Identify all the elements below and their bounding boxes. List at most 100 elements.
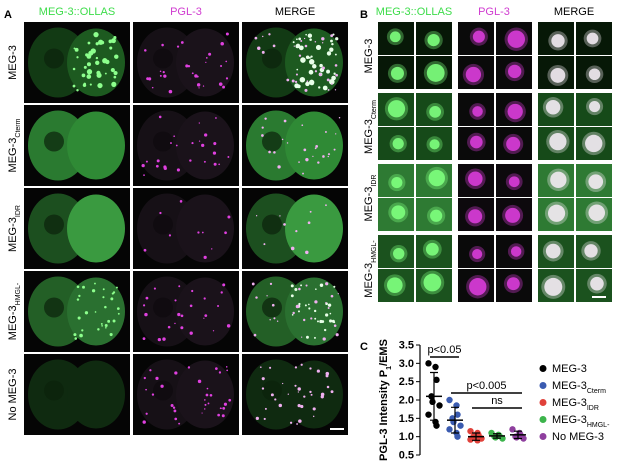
granule	[389, 31, 401, 43]
granule	[97, 82, 103, 89]
granule	[472, 248, 483, 260]
granule	[300, 284, 303, 287]
granule	[305, 335, 309, 339]
granule	[73, 47, 76, 50]
granule	[173, 135, 176, 138]
granule	[96, 72, 102, 78]
granule	[73, 333, 77, 337]
panel-label: A	[4, 9, 12, 21]
granule	[507, 103, 523, 120]
granule	[79, 333, 83, 338]
granule	[319, 283, 324, 287]
granule	[226, 324, 231, 328]
granule	[294, 366, 298, 369]
granule	[84, 311, 89, 315]
granule	[156, 159, 160, 163]
granule	[196, 83, 201, 87]
granule	[333, 285, 336, 288]
granule	[308, 307, 311, 310]
granule	[227, 215, 231, 219]
granule	[143, 248, 147, 252]
granule	[510, 246, 522, 257]
legend-marker	[539, 365, 547, 372]
granule	[78, 294, 81, 298]
granule	[318, 73, 322, 77]
cell-right	[67, 194, 125, 263]
row-label-sub: Cterm	[15, 118, 22, 137]
granule	[189, 331, 193, 335]
cell-right	[285, 194, 343, 263]
data-point	[499, 435, 506, 442]
granule	[313, 309, 317, 313]
granule	[213, 141, 217, 146]
granule	[425, 242, 439, 256]
granule	[426, 63, 445, 82]
granule	[322, 337, 326, 341]
granule	[294, 384, 297, 387]
granule	[110, 67, 115, 73]
granule	[270, 393, 274, 397]
granule	[201, 231, 204, 234]
granule	[204, 399, 206, 401]
granule	[430, 209, 443, 222]
granule	[296, 423, 298, 425]
granule	[304, 44, 308, 48]
granule	[220, 407, 222, 409]
granule	[159, 74, 162, 77]
granule	[197, 379, 202, 384]
granule	[198, 122, 200, 124]
granule	[291, 79, 295, 83]
granule	[278, 403, 283, 408]
granule	[175, 144, 178, 147]
granule	[189, 159, 192, 162]
granule	[201, 412, 203, 414]
granule	[325, 301, 327, 304]
granule	[269, 319, 271, 321]
row-label-main: MEG-3	[7, 305, 19, 340]
granule	[76, 89, 79, 92]
granule	[116, 307, 120, 310]
granule	[282, 382, 284, 385]
granule	[286, 142, 289, 144]
granule	[326, 385, 330, 389]
data-point	[454, 411, 461, 418]
granule	[163, 74, 167, 78]
granule	[283, 119, 287, 123]
granule	[173, 409, 177, 413]
granule	[172, 406, 176, 409]
granule	[174, 371, 178, 375]
granule	[261, 126, 264, 129]
nucleus	[153, 214, 173, 235]
granule	[326, 51, 332, 56]
granule	[312, 415, 315, 418]
cell-right	[285, 277, 343, 346]
granule	[266, 295, 268, 297]
granule	[279, 215, 281, 217]
granule	[76, 56, 79, 59]
granule	[218, 371, 222, 374]
granule	[145, 296, 149, 300]
row-label-main: No MEG-3	[7, 369, 19, 421]
granule	[256, 215, 258, 217]
granule	[274, 398, 277, 401]
granule	[104, 305, 107, 309]
granule	[254, 36, 258, 40]
granule	[95, 60, 100, 65]
granule	[329, 79, 335, 85]
granule	[261, 50, 265, 54]
granule	[223, 402, 228, 406]
granule	[94, 282, 96, 285]
granule	[305, 284, 308, 287]
granule	[316, 320, 319, 323]
granule	[391, 176, 403, 189]
y-tick-label: 2.5	[399, 376, 414, 388]
granule	[327, 153, 331, 156]
granule	[205, 393, 209, 397]
cell-right	[285, 360, 343, 429]
granule	[294, 80, 298, 83]
granule	[320, 395, 324, 399]
cell-right	[176, 111, 234, 180]
cell-right	[67, 111, 125, 180]
granule	[306, 80, 309, 83]
granule	[303, 395, 306, 398]
